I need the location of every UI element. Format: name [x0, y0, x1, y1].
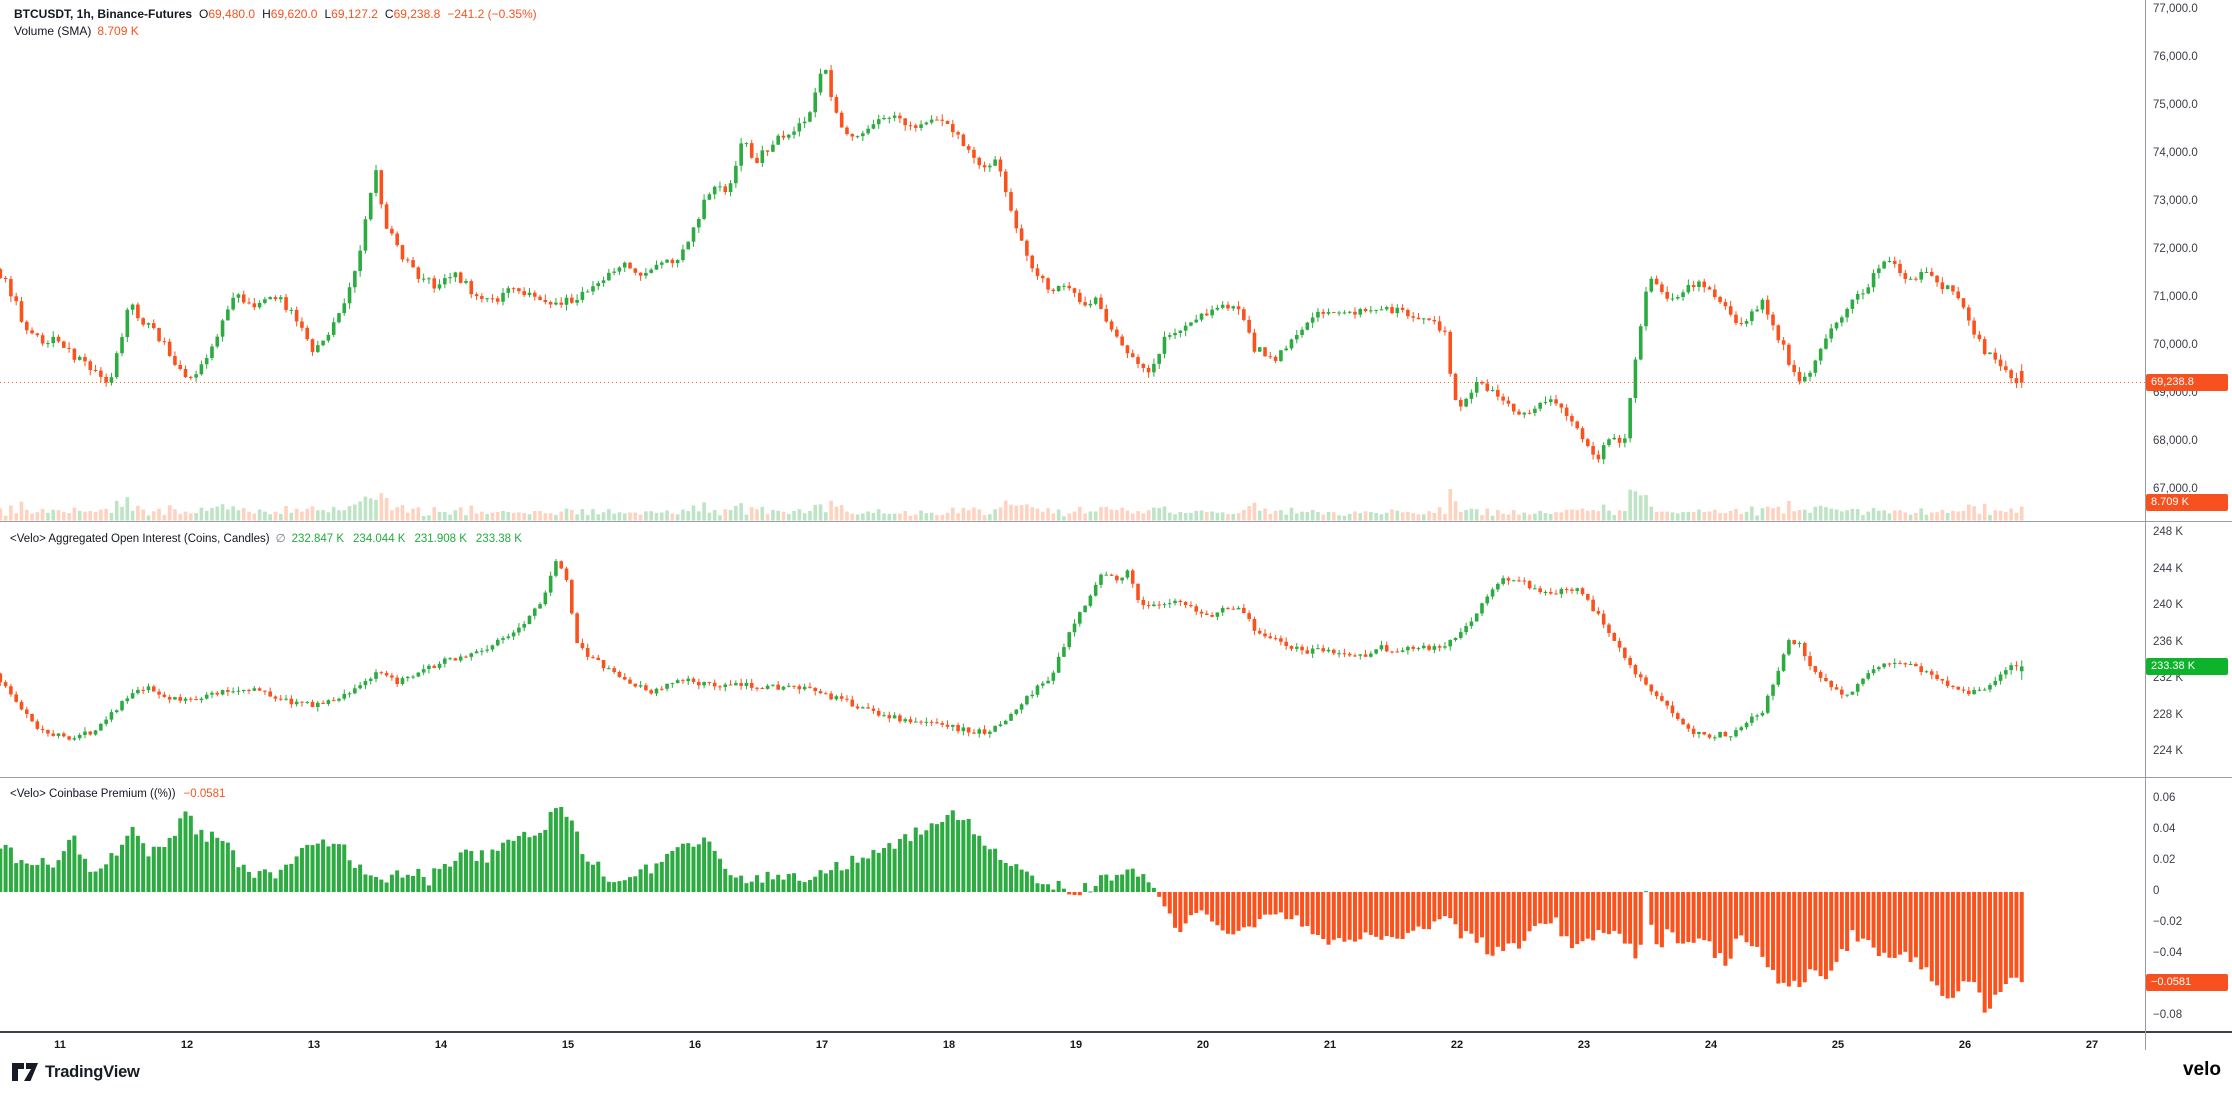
- pane3-legend: <Velo> Coinbase Premium ((%)) −0.0581: [10, 788, 225, 800]
- oi-legend-title[interactable]: <Velo> Aggregated Open Interest (Coins, …: [10, 533, 270, 545]
- premium-axis-tick: 0: [2153, 885, 2160, 897]
- tradingview-logo[interactable]: TradingView: [12, 1062, 140, 1082]
- time-axis-label: 20: [1196, 1039, 1210, 1051]
- time-axis-label: 21: [1323, 1039, 1337, 1051]
- price-axis-tick: 68,000.0: [2153, 435, 2198, 447]
- last-premium-tag: −0.0581: [2146, 973, 2228, 991]
- oi-axis-tick: 244 K: [2153, 562, 2184, 575]
- price-axis-tick: 72,000.0: [2153, 243, 2198, 255]
- low-value: 69,127.2: [331, 7, 378, 21]
- oi-axis-tick: 236 K: [2153, 635, 2184, 648]
- time-axis-label: 14: [434, 1039, 448, 1051]
- close-label: C: [384, 7, 394, 21]
- open-value: 69,480.0: [208, 7, 256, 21]
- last-oi-tag: 233.38 K: [2146, 657, 2228, 675]
- high-label: H: [262, 7, 271, 21]
- oi-axis-tick: 232 K: [2153, 672, 2184, 684]
- last-price-tag: 69,238.8: [2146, 374, 2228, 392]
- premium-axis-tick: 0.06: [2153, 792, 2176, 804]
- change-value: −241.2 (−0.35%): [447, 7, 537, 21]
- time-axis-label: 11: [54, 1039, 66, 1051]
- time-axis-label: 25: [1831, 1039, 1845, 1051]
- average-symbol: ∅: [275, 533, 286, 545]
- pane2-candles: [0, 558, 2024, 741]
- symbol-title[interactable]: BTCUSDT, 1h, Binance-Futures: [14, 7, 193, 21]
- price-axis-tick: 67,000.0: [2153, 483, 2198, 495]
- pane1-candles: [0, 65, 2024, 465]
- open-label: O: [199, 7, 209, 21]
- oi-low-value: 231.908 K: [414, 533, 467, 545]
- volume-legend-label[interactable]: Volume (SMA): [14, 24, 92, 38]
- last-volume-tag: 8.709 K: [2146, 494, 2228, 511]
- premium-axis-tick: 0.04: [2153, 823, 2176, 835]
- time-axis-label: 12: [180, 1039, 194, 1051]
- time-axis-label: 16: [688, 1039, 702, 1051]
- price-axis-tick: 74,000.0: [2153, 147, 2198, 159]
- oi-open-value: 232.847 K: [291, 533, 345, 545]
- volume-legend-value: 8.709 K: [97, 24, 139, 38]
- symbol-ohlc-row: BTCUSDT, 1h, Binance-Futures O69,480.0 H69…: [14, 6, 537, 23]
- low-label: L: [324, 7, 332, 21]
- pane1-legend: BTCUSDT, 1h, Binance-Futures O69,480.0 H69…: [14, 6, 537, 40]
- high-value: 69,620.0: [270, 7, 318, 21]
- oi-close-value: 233.38 K: [475, 533, 522, 545]
- price-axis-tick: 71,000.0: [2153, 291, 2198, 303]
- premium-axis-tick: −0.08: [2153, 1009, 2183, 1021]
- time-axis-label: 19: [1069, 1039, 1083, 1051]
- velo-logo[interactable]: velo: [2182, 1059, 2221, 1080]
- time-axis-label: 24: [1704, 1039, 1718, 1051]
- volume-legend-row: Volume (SMA) 8.709 K: [14, 23, 537, 40]
- time-axis-label: 18: [942, 1039, 956, 1051]
- oi-high-value: 234.044 K: [353, 533, 406, 545]
- oi-axis-tick: 224 K: [2153, 745, 2184, 757]
- tradingview-icon: [12, 1063, 38, 1081]
- time-axis-label: 26: [1958, 1039, 1972, 1051]
- premium-legend-value: −0.0581: [183, 788, 226, 800]
- price-axis-tick: 70,000.0: [2153, 339, 2198, 351]
- time-axis-label: 13: [307, 1039, 321, 1051]
- pane3-bars: [0, 807, 2024, 1013]
- price-axis-tick: 76,000.0: [2153, 51, 2198, 63]
- time-axis-label: 23: [1577, 1039, 1591, 1051]
- time-axis-label: 17: [815, 1039, 829, 1051]
- pane2-legend: <Velo> Aggregated Open Interest (Coins, …: [10, 531, 531, 545]
- close-value: 69,238.8: [393, 7, 441, 21]
- oi-axis-tick: 248 K: [2153, 526, 2184, 538]
- time-axis-label: 15: [561, 1039, 575, 1051]
- price-axis-tick: 73,000.0: [2153, 195, 2198, 207]
- time-axis-label: 22: [1450, 1039, 1464, 1051]
- time-axis-label: 27: [2085, 1039, 2099, 1051]
- premium-axis-tick: −0.02: [2153, 916, 2183, 928]
- oi-axis-tick: 240 K: [2153, 599, 2184, 611]
- price-axis-tick: 75,000.0: [2153, 99, 2198, 111]
- price-axis-tick: 77,000.0: [2153, 3, 2198, 15]
- tradingview-text: TradingView: [45, 1062, 140, 1081]
- oi-axis-tick: 228 K: [2153, 708, 2184, 721]
- volume-bars: [0, 489, 2024, 521]
- premium-legend-title[interactable]: <Velo> Coinbase Premium ((%)): [10, 788, 176, 800]
- premium-axis-tick: 0.02: [2153, 854, 2176, 866]
- premium-axis-tick: −0.04: [2153, 947, 2183, 959]
